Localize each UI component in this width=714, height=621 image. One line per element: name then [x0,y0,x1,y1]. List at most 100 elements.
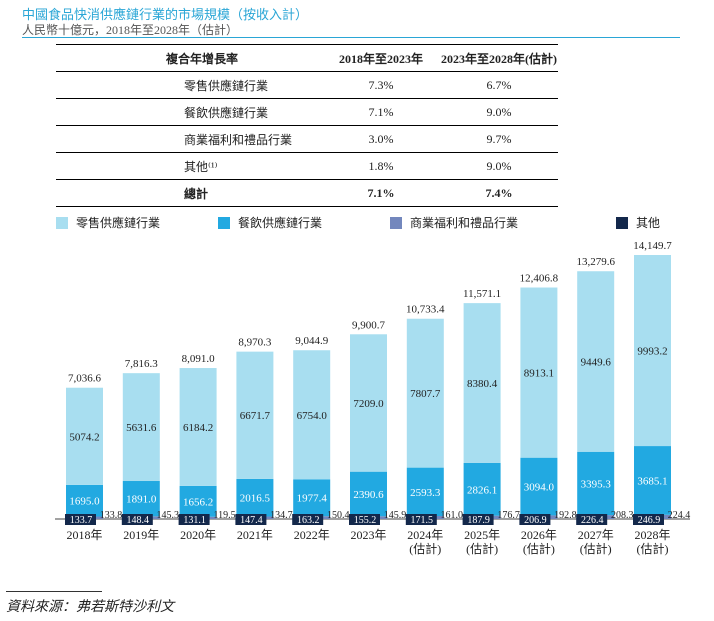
cagr-header-label: 複合年增長率 [56,44,322,72]
x-tick-label: 2021年 [237,528,273,542]
data-label-retail: 6671.7 [240,410,271,422]
data-label-catering: 2826.1 [467,484,497,496]
bar-segment-other [405,514,437,525]
bar-segment-other [576,514,608,525]
data-label-welfare: 119.5 [214,510,236,521]
data-label-total: 10,733.4 [406,304,445,316]
data-label-total: 8,091.0 [182,353,216,365]
bar-segment-catering [293,479,331,517]
data-label-catering: 1656.2 [183,496,213,508]
bar-segment-other [65,514,96,525]
bar-segment-catering [406,467,444,516]
legend-label: 零售供應鏈行業 [76,216,161,230]
cagr-row-label: 商業福利和禮品行業 [56,125,322,153]
data-label-retail: 6184.2 [183,422,213,434]
x-tick-label: 2025年 [464,528,500,542]
bar-segment-other [633,514,664,525]
legend-label: 其他 [636,216,661,230]
x-tick-label: (估計) [523,541,555,556]
cagr-value: 1.8% [322,152,440,180]
data-label-catering: 2016.5 [240,493,271,505]
legend-swatch-catering [218,216,230,229]
bar-segment-catering [520,457,558,516]
data-label-retail: 5074.2 [69,431,99,443]
cagr-value: 9.0% [440,98,558,126]
cagr-value: 7.3% [322,71,440,99]
data-label-retail: 9449.6 [581,356,612,368]
data-label-total: 14,149.7 [633,240,672,252]
data-label-retail: 9993.2 [637,346,667,358]
data-label-welfare: 145.9 [384,510,407,521]
x-tick-label: 2026年 [521,528,557,542]
bar-segment-catering [463,462,501,516]
chart-subtitle: 人民幣十億元，2018年至2028年（估計） [22,23,239,37]
bar-segment-retail [520,287,558,458]
cagr-row-label: 零售供應鏈行業 [56,71,322,99]
bar-segment-other [121,514,153,525]
data-label-welfare: 192.8 [554,510,577,521]
data-label-other: 131.1 [183,515,206,526]
data-label-catering: 3685.1 [637,475,667,487]
data-label-welfare: 224.4 [668,510,691,521]
data-label-retail: 7807.7 [410,388,441,400]
cagr-value: 7.1% [322,98,440,126]
cagr-header-period-1: 2018年至2023年 [322,44,440,72]
data-label-retail: 8913.1 [524,368,554,380]
cagr-row-label: 其他⁽¹⁾ [56,152,322,180]
bar-segment-catering [634,446,671,515]
data-label-total: 13,279.6 [576,256,615,268]
cagr-row: 其他⁽¹⁾ 1.8% 9.0% [56,152,558,180]
cagr-row: 零售供應鏈行業 7.3% 6.7% [56,71,558,99]
bar-segment-catering [179,485,217,517]
bar-segment-retail [179,368,217,486]
x-tick-label: 2022年 [294,528,330,542]
data-label-other: 226.4 [581,515,604,526]
bar-segment-retail [236,351,274,479]
title-divider [22,37,680,38]
cagr-value: 3.0% [322,125,440,153]
bar-segment-other [349,514,380,525]
legend-swatch-retail [56,216,68,229]
cagr-total-row: 總計 7.1% 7.4% [56,179,558,207]
bar-segment-retail [122,373,160,482]
bar-segment-other [462,514,494,525]
bar-segment-catering [577,451,615,516]
bar-segment-retail [66,387,103,485]
chart-title: 中國食品快消供應鏈行業的市場規模（按收入計） [22,7,309,22]
x-tick-label: (估計) [466,541,498,556]
x-tick-label: 2020年 [180,528,216,542]
bar-segment-catering [236,478,274,517]
bar-segment-retail [634,255,671,447]
data-label-catering: 1695.0 [69,496,100,508]
data-label-total: 11,571.1 [463,288,501,300]
data-label-total: 7,036.6 [68,373,102,385]
bar-segment-catering [66,484,103,517]
bar-segment-other [235,514,267,525]
bar-segment-other [178,514,210,525]
data-label-total: 8,970.3 [238,337,272,349]
cagr-value: 9.7% [440,125,558,153]
cagr-row: 商業福利和禮品行業 3.0% 9.7% [56,125,558,153]
legend-item-welfare: 商業福利和禮品行業 [390,214,518,231]
data-label-other: 163.2 [297,515,320,526]
x-tick-label: 2019年 [123,528,159,542]
x-tick-label: 2018年 [66,528,102,542]
data-label-retail: 7209.0 [353,398,384,410]
data-label-catering: 3094.0 [524,482,555,494]
data-label-retail: 5631.6 [126,422,157,434]
data-label-welfare: 134.7 [270,510,293,521]
x-tick-label: 2024年 [407,528,443,542]
legend-item-catering: 餐飲供應鏈行業 [218,214,322,231]
bar-segment-retail [577,271,615,452]
bar-segment-retail [293,350,331,480]
bar-segment-retail [406,318,444,468]
cagr-header-period-2: 2023年至2028年(估計) [440,44,558,72]
cagr-total-label: 總計 [56,179,322,207]
cagr-value: 9.0% [440,152,558,180]
cagr-row: 餐飲供應鏈行業 7.1% 9.0% [56,98,558,126]
x-tick-label: 2023年 [350,528,386,542]
data-label-total: 9,044.9 [295,335,329,347]
data-label-catering: 1891.0 [126,494,157,506]
data-label-other: 155.2 [354,515,377,526]
legend-swatch-welfare [390,216,402,229]
